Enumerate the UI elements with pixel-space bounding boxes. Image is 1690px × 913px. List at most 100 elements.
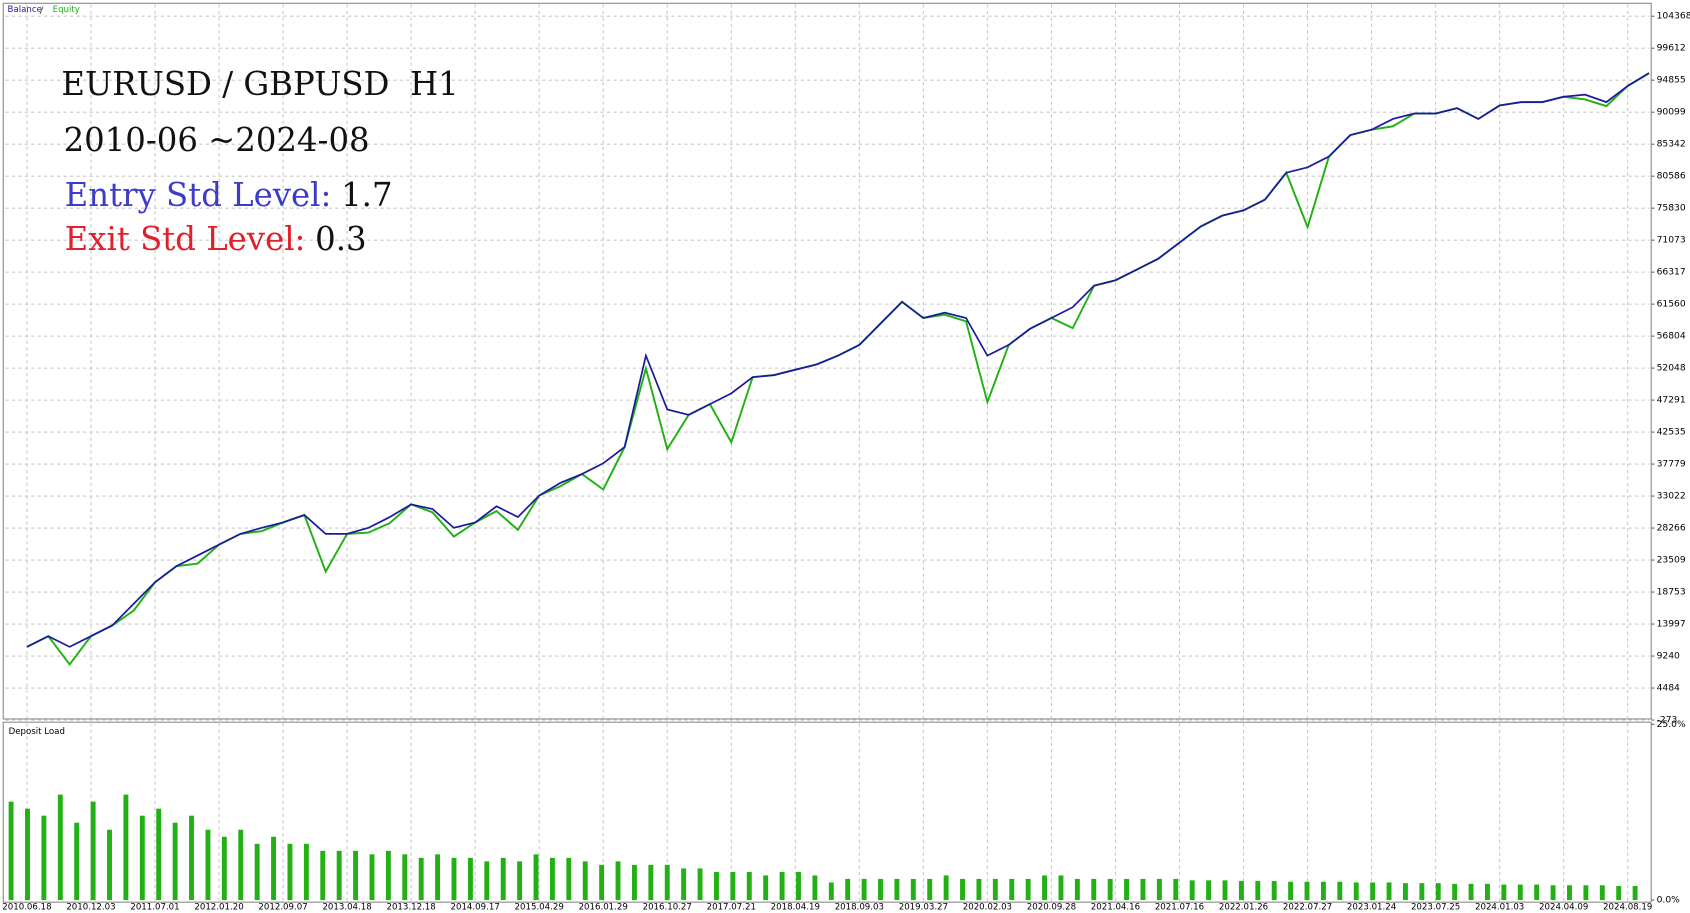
- main-panel: [2, 2, 1652, 720]
- x-tick-label: 2012.01.20: [194, 903, 243, 913]
- x-tick-label: 2024.08.19: [1603, 903, 1652, 913]
- bar: [960, 878, 965, 901]
- y-tick-label: 23509: [1657, 555, 1686, 566]
- legend-balance: Balance: [8, 5, 42, 15]
- bar: [1091, 878, 1097, 901]
- y-tick-label: 61560: [1657, 299, 1686, 310]
- bar: [254, 843, 260, 901]
- bar: [648, 864, 654, 901]
- bar: [517, 861, 523, 901]
- bar: [139, 815, 145, 901]
- bar: [1402, 883, 1408, 901]
- x-tick-label: 2022.07.27: [1283, 903, 1332, 913]
- bar: [1501, 884, 1507, 901]
- x-tick-label: 2020.02.03: [963, 903, 1012, 913]
- bar: [1009, 878, 1015, 901]
- bar: [599, 864, 605, 901]
- bar: [1550, 885, 1556, 901]
- x-tick-label: 2019.03.27: [899, 903, 948, 913]
- bar: [435, 854, 441, 901]
- bar: [156, 808, 162, 901]
- bar: [41, 815, 47, 901]
- bar: [1271, 881, 1277, 901]
- bar: [402, 854, 408, 901]
- x-tick-label: 2024.01.03: [1475, 903, 1524, 913]
- bar: [336, 850, 342, 901]
- y-tick-label: 56804: [1657, 331, 1686, 342]
- exit-label: Exit Std Level:: [65, 220, 306, 258]
- bar: [107, 829, 112, 901]
- bar: [1173, 878, 1179, 901]
- y-tick-label: 80586: [1657, 171, 1686, 182]
- bar: [1058, 875, 1064, 901]
- bar: [74, 822, 80, 901]
- bar: [992, 878, 998, 901]
- entry-label: Entry Std Level:: [65, 176, 332, 214]
- bar: [1485, 883, 1490, 901]
- deposit-title: Deposit Load: [9, 727, 65, 737]
- bar: [451, 857, 457, 901]
- bar: [664, 864, 670, 901]
- y-tick-label: 90099: [1657, 107, 1686, 118]
- bar: [1452, 883, 1458, 901]
- bar: [1632, 885, 1638, 901]
- y-tick-label: -273: [1657, 715, 1678, 726]
- x-tick-label: 2011.07.01: [130, 903, 179, 913]
- y-tick-label: 85342: [1657, 139, 1686, 150]
- bar: [1206, 880, 1212, 901]
- bar: [714, 871, 719, 901]
- legend: Balance Equity: [8, 5, 80, 15]
- bar: [500, 857, 506, 901]
- bar: [1320, 881, 1326, 901]
- bar: [238, 829, 244, 901]
- x-tick-label: 2021.04.16: [1091, 903, 1140, 913]
- x-tick-label: 2013.12.18: [386, 903, 435, 913]
- bar: [845, 878, 851, 901]
- entry-value: 1.7: [341, 176, 392, 214]
- bar: [697, 868, 703, 901]
- bar: [1304, 881, 1310, 901]
- x-tick-label: 2021.07.16: [1155, 903, 1204, 913]
- y-tick-label: 28266: [1657, 523, 1686, 534]
- bar: [796, 871, 801, 901]
- bar: [1419, 883, 1425, 901]
- x-tick-label: 2022.01.26: [1219, 903, 1268, 913]
- bar: [681, 868, 687, 901]
- bar: [271, 836, 277, 901]
- bar: [1468, 883, 1474, 901]
- bar: [303, 843, 309, 901]
- bar: [1025, 878, 1031, 901]
- x-tick-label: 2020.09.28: [1027, 903, 1076, 913]
- bar: [25, 808, 30, 901]
- y-tick-label: 0.0%: [1657, 895, 1681, 906]
- bar: [1255, 881, 1261, 901]
- bar: [1370, 882, 1376, 901]
- period-label: 2010-06 ~2024-08: [64, 121, 370, 159]
- bar: [1140, 878, 1146, 901]
- bar: [746, 871, 752, 901]
- y-tick-label: 42535: [1657, 427, 1686, 438]
- y-tick-label: 13997: [1657, 619, 1686, 630]
- bar: [1337, 881, 1343, 901]
- bar: [878, 878, 883, 901]
- bar: [484, 861, 490, 901]
- x-tick-label: 2017.07.21: [707, 903, 756, 913]
- y-tick-label: 94855: [1657, 75, 1686, 86]
- bar: [1189, 880, 1195, 901]
- bar: [763, 875, 769, 901]
- bar: [1042, 875, 1048, 901]
- x-tick-label: 2016.01.29: [579, 903, 628, 913]
- y-tick-label: 37779: [1657, 459, 1686, 470]
- bar: [287, 843, 293, 901]
- bar: [221, 836, 227, 901]
- y-tick-label: 18753: [1657, 587, 1686, 598]
- y-tick-label: 4484: [1657, 683, 1680, 694]
- bar: [1288, 881, 1294, 901]
- x-tick-label: 2016.10.27: [643, 903, 692, 913]
- bar: [779, 871, 785, 901]
- deposit-panel: [2, 721, 1652, 903]
- bar: [1238, 881, 1244, 901]
- y-tick-label: 99612: [1657, 43, 1686, 54]
- bar: [353, 850, 359, 901]
